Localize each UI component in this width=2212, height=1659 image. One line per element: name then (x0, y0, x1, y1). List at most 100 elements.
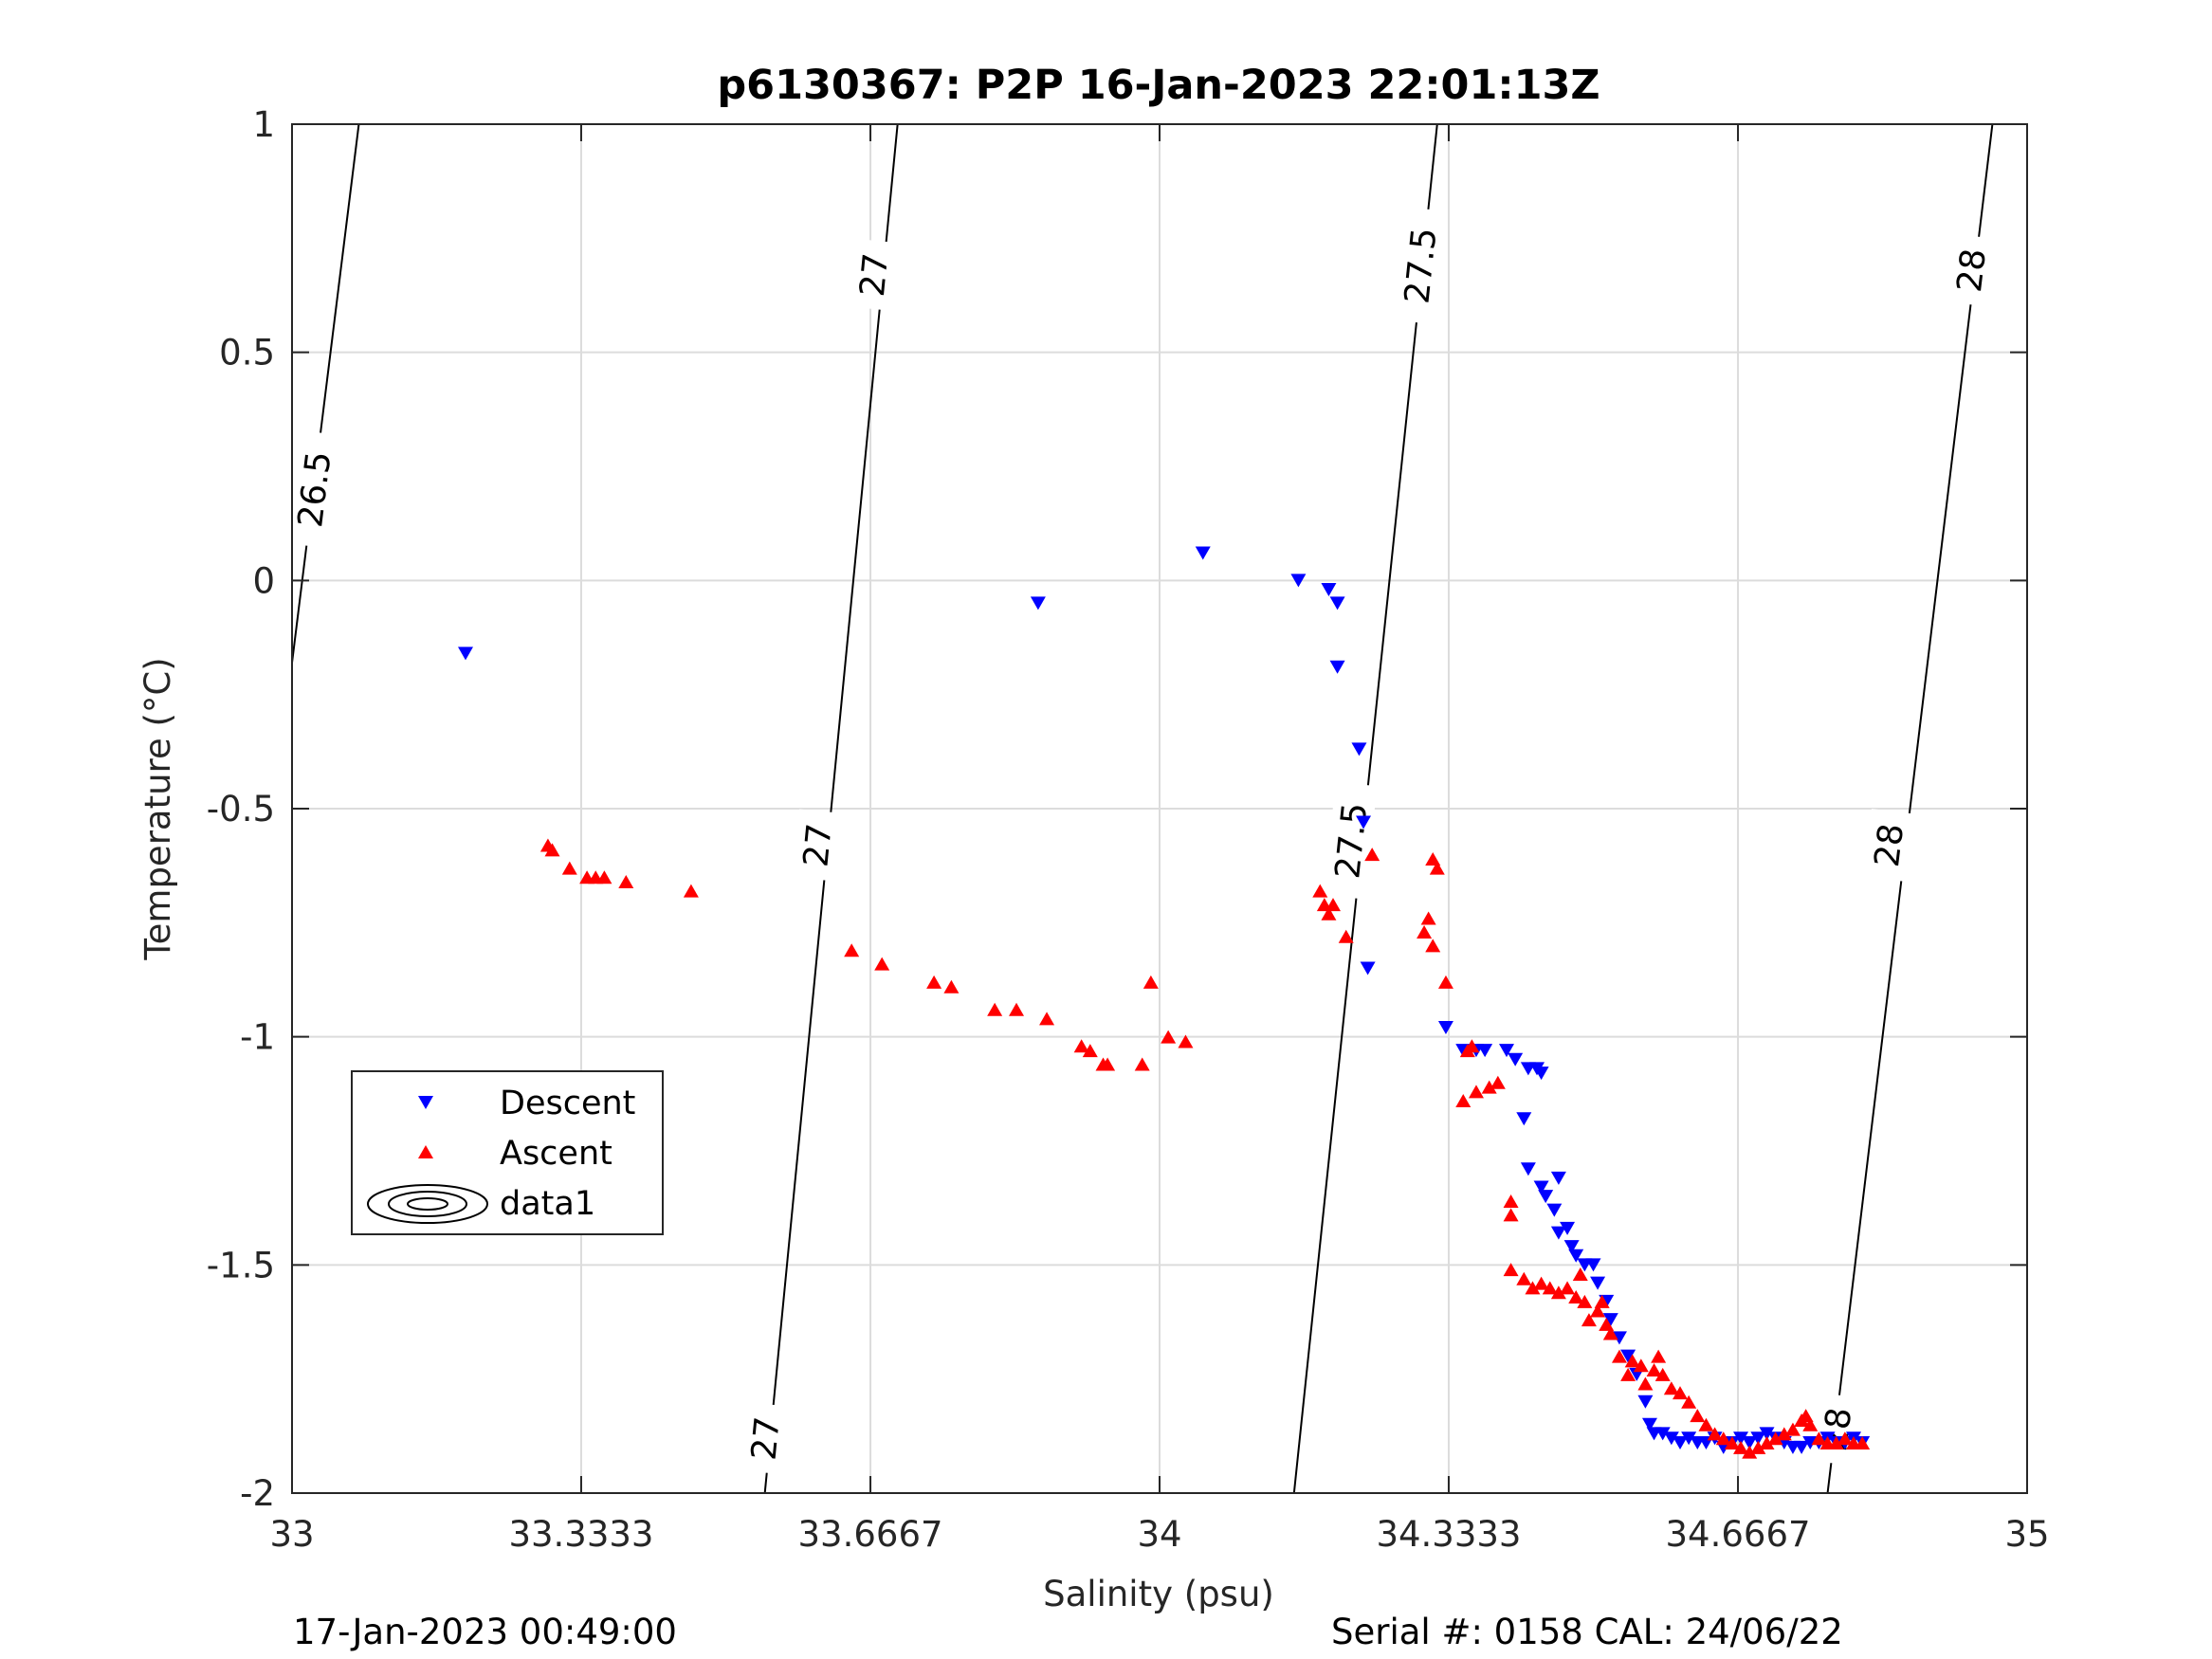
contour-label-gap (285, 429, 342, 549)
descent-point (1560, 1221, 1576, 1235)
ascent-point (1602, 1326, 1618, 1340)
descent-point (1620, 1349, 1636, 1363)
x-axis-label: Salinity (psu) (1043, 1574, 1274, 1614)
ascent-point (1542, 1281, 1558, 1295)
ascent-point (1577, 1294, 1593, 1308)
descent-point (1611, 1331, 1627, 1345)
contour-line-28 (1826, 123, 1994, 1494)
descent-point (1477, 1044, 1493, 1058)
ascent-point (1590, 1304, 1606, 1318)
descent-point (1030, 596, 1046, 611)
descent-point (1533, 1180, 1549, 1194)
ascent-point (943, 979, 960, 994)
ascent-point (1855, 1436, 1871, 1450)
ascent-point (926, 975, 942, 989)
contour-label-28: 28 (1811, 1393, 1861, 1466)
ascent-point (1503, 1208, 1519, 1222)
chart-title: p6130367: P2P 16-Jan-2023 22:01:13Z (717, 62, 1600, 109)
ascent-point (1637, 1376, 1654, 1391)
y-tick-label: 0.5 (219, 333, 275, 374)
contour-label-27.5: 27.5 (1324, 781, 1378, 900)
contour-label-gap (1393, 207, 1447, 325)
y-tick-label: -0.5 (207, 789, 275, 830)
ascent-point (1312, 884, 1328, 898)
ascent-point (1724, 1436, 1740, 1450)
ascent-point (1715, 1431, 1731, 1446)
descent-point (1356, 815, 1372, 830)
ascent-point (1161, 1030, 1177, 1044)
footer-serial-cal: Serial #: 0158 CAL: 24/06/22 (1331, 1612, 1843, 1652)
ascent-point (1417, 924, 1433, 939)
descent-point (1533, 1066, 1549, 1081)
y-tick-label: 1 (252, 104, 275, 145)
ascent-point (1364, 848, 1380, 862)
y-tick-label: -1.5 (207, 1245, 275, 1285)
contour-label-gap (849, 238, 898, 311)
contour-label-gap (1863, 809, 1913, 882)
descent-point (1351, 742, 1367, 757)
descent-point (1516, 1112, 1532, 1126)
contour-label-27: 27 (740, 1402, 790, 1475)
descent-point (1673, 1436, 1688, 1450)
ascent-point (1572, 1267, 1588, 1281)
contour-label-27.5: 27.5 (1393, 207, 1447, 325)
contour-label-28: 28 (1863, 809, 1913, 882)
x-tick-label: 33.3333 (508, 1514, 653, 1555)
ascent-point (1464, 1039, 1480, 1053)
ascent-point (1750, 1440, 1766, 1454)
ascent-point (1633, 1358, 1649, 1373)
contour-label-gap (1946, 233, 1996, 307)
ascent-point (1690, 1409, 1706, 1423)
y-tick-label: 0 (252, 560, 275, 601)
descent-point (1742, 1436, 1758, 1450)
density-contours: 26.5 27 27 27 27.5 27.5 28 28 28 (285, 123, 1996, 1494)
legend-ascent-label: Ascent (500, 1135, 612, 1173)
ascent-point (1009, 1002, 1025, 1016)
ascent-point (1429, 861, 1445, 875)
ascent-point (1560, 1281, 1576, 1295)
contour-label-text: 26.5 (291, 449, 339, 530)
ascent-point (561, 861, 577, 875)
descent-point (1360, 961, 1376, 975)
legend-ascent-marker (418, 1145, 433, 1158)
ascent-point (987, 1002, 1003, 1016)
contour-label-text: 28 (1868, 821, 1911, 868)
descent-point (458, 647, 473, 661)
descent-point (1329, 660, 1345, 674)
ascent-point (1425, 939, 1441, 953)
descent-point (1637, 1395, 1654, 1409)
ascent-point (1767, 1431, 1783, 1446)
descent-point (1546, 1203, 1563, 1217)
ascent-point (1837, 1431, 1853, 1446)
descent-point (1654, 1427, 1671, 1441)
descent-point (1681, 1431, 1697, 1446)
ascent-point (1620, 1367, 1636, 1381)
contour-label-27: 27 (849, 238, 898, 311)
y-tick-label: -1 (240, 1017, 275, 1058)
contour-label-gap (1324, 781, 1378, 900)
ascent-point (1784, 1422, 1801, 1436)
contour-label-text: 27 (745, 1415, 788, 1463)
descent-point (1585, 1258, 1601, 1272)
descent-point (1437, 1021, 1453, 1035)
ascent-point (874, 957, 890, 971)
ascent-point (1420, 911, 1436, 925)
ascent-point (1073, 1039, 1089, 1053)
descent-point (1538, 1190, 1554, 1204)
contour-label-28: 28 (1946, 233, 1996, 307)
legend-box (351, 1070, 664, 1235)
ascent-point (1759, 1436, 1775, 1450)
legend-descent-marker (418, 1096, 433, 1109)
ascent-point (1039, 1012, 1055, 1026)
ascent-point (1425, 851, 1441, 866)
legend-contour-icon (367, 1184, 488, 1224)
ascent-point (1599, 1317, 1615, 1331)
contour-line-26.5 (291, 123, 360, 664)
ascent-point (1811, 1431, 1827, 1446)
ascent-point (1707, 1427, 1723, 1441)
contour-label-text: 27 (853, 251, 896, 299)
ascent-point (1321, 906, 1337, 921)
ascent-point (1503, 1194, 1519, 1208)
ascent-point (1568, 1290, 1584, 1304)
